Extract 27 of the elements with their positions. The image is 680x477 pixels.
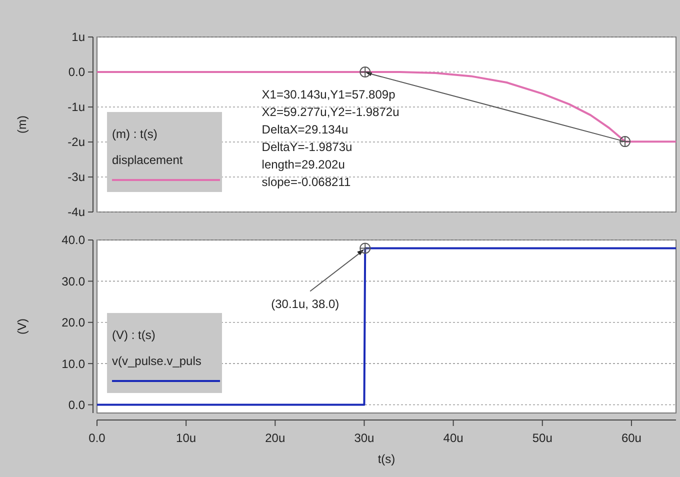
y-tick-label: 20.0	[62, 316, 86, 330]
x-tick-label: 20u	[265, 431, 286, 445]
y-tick-label: 0.0	[68, 398, 86, 412]
y-tick-label: 1u	[72, 30, 85, 44]
x-tick-label: 60u	[621, 431, 642, 445]
y-tick-label: 40.0	[62, 233, 86, 248]
x-tick-label: 40u	[443, 431, 464, 445]
legend-title: (V) : t(s)	[112, 328, 156, 342]
x-tick-label: 50u	[532, 431, 552, 445]
y-tick-label: -4u	[68, 205, 85, 220]
annotation: X1=30.143u,Y1=57.809p X2=59.277u,Y2=-1.9872u DeltaX=29.134u DeltaY=-1.9873u length=29.202u slope=-0.068211	[262, 87, 400, 189]
y-tick-label: 0.0	[68, 65, 86, 80]
text: v(v_pulse.v_puls	[112, 354, 202, 368]
x-tick-label: 10u	[176, 431, 196, 445]
y-axis-title: (V)	[15, 318, 29, 334]
y-tick-label: -3u	[68, 170, 85, 184]
y-tick-label: 10.0	[62, 356, 86, 371]
annotation: (30.1u, 38.0)	[271, 297, 340, 312]
y-axis-title: (m)	[15, 116, 29, 134]
y-tick-label: -2u	[68, 135, 85, 150]
x-tick-label: 0.0	[88, 431, 106, 445]
text: displacement	[112, 153, 184, 167]
x-tick-label: 30u	[354, 431, 374, 445]
y-tick-label: -1u	[68, 100, 85, 114]
x-axis-title: t(s)	[378, 452, 396, 466]
legend-title: (m) : t(s)	[112, 127, 158, 141]
y-tick-label: 30.0	[62, 274, 86, 288]
